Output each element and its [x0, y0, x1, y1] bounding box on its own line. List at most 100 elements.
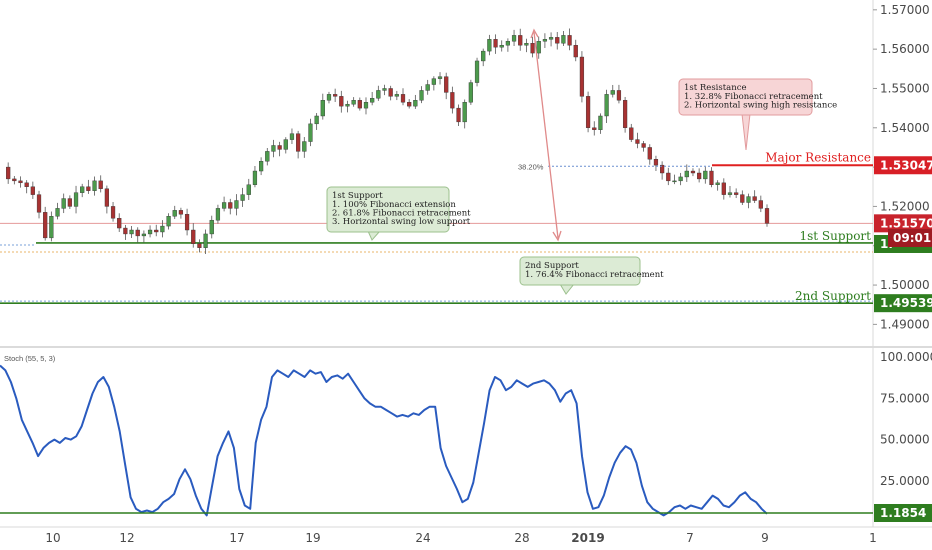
candle-body [450, 92, 455, 109]
price-candles [6, 28, 770, 255]
candle-body [629, 127, 634, 140]
major-resistance-tag: 1.53047 [880, 158, 932, 172]
major-resistance-tag-bg [874, 156, 932, 175]
projection-arrow-tail [530, 28, 539, 39]
candle-body [672, 180, 677, 183]
stoch-tick-label: 75.0000 [880, 391, 930, 405]
candle-body [425, 84, 430, 91]
candle-body [166, 216, 171, 227]
candle-body [493, 39, 498, 48]
candle-body [43, 212, 48, 239]
candle-body [746, 196, 751, 203]
candle-body [641, 143, 646, 148]
candle-body [592, 127, 597, 130]
candle-body [277, 145, 282, 150]
time-tick-label: 2019 [571, 531, 604, 545]
candle-body [265, 151, 270, 162]
candle-body [703, 170, 708, 180]
candle-body [172, 210, 177, 217]
note-heading: 1st Support [332, 191, 383, 201]
candle-body [271, 145, 276, 152]
note-box [519, 256, 641, 286]
candle-body [505, 41, 510, 46]
candle-body [388, 88, 393, 97]
candle-body [622, 100, 628, 128]
projection-arrow-head [552, 230, 562, 242]
candle-body [660, 164, 665, 174]
candle-body [370, 98, 375, 103]
candle-body [715, 182, 720, 185]
candle-body [49, 216, 54, 239]
candle-body [487, 39, 492, 52]
candle-body [413, 100, 418, 107]
candle-body [666, 172, 671, 182]
candle-body [129, 229, 134, 235]
candle-body [302, 141, 307, 152]
candle-body [215, 208, 221, 221]
candle-body [468, 82, 473, 103]
candle-body [727, 192, 733, 195]
candle-body [610, 90, 615, 95]
note-heading: 1st Resistance [684, 83, 747, 93]
candle-body [697, 172, 702, 180]
note-line: 2. 61.8% Fibonacci retracement [332, 209, 471, 219]
candle-body [18, 180, 23, 184]
drawings: 38.20% [518, 28, 712, 242]
candle-body [141, 233, 147, 237]
candle-body [296, 133, 301, 152]
note-line: 2. Horizontal swing high resistance [684, 101, 837, 111]
candle-body [30, 186, 35, 195]
note-line: 1. 100% Fibonacci extension [332, 200, 456, 210]
second-support-tag: 1.49539 [880, 296, 932, 310]
major-resistance-label: Major Resistance [765, 150, 871, 164]
candle-body [154, 229, 159, 233]
candle-body [499, 45, 504, 48]
candle-body [536, 41, 541, 54]
candle-body [147, 229, 153, 235]
candle-body [326, 94, 332, 101]
candle-body [734, 192, 739, 195]
candle-body [567, 35, 572, 46]
candle-body [653, 159, 659, 166]
candle-body [678, 176, 683, 182]
candle-body [635, 139, 640, 144]
candle-body [573, 45, 578, 58]
candle-body [228, 202, 233, 209]
level-lines: Major Resistance 1st Support 2nd Support [0, 150, 873, 304]
candle-body [289, 133, 295, 140]
candle-body [684, 170, 689, 178]
price-tick-label: 1.52000 [880, 199, 930, 213]
first-support-label: 1st Support [799, 229, 871, 243]
candle-body [524, 43, 529, 46]
candle-body [357, 100, 362, 109]
price-tick-label: 1.49000 [880, 317, 930, 331]
candle-body [474, 60, 480, 83]
candle-body [55, 208, 60, 217]
candle-body [764, 208, 770, 224]
candle-body [394, 94, 399, 97]
time-tick-label: 19 [305, 531, 320, 545]
stoch-title: Stoch (55, 5, 3) [4, 354, 56, 363]
note-line: 1. 32.8% Fibonacci retracement [684, 92, 823, 102]
candle-body [400, 94, 406, 103]
stoch-line [0, 364, 768, 517]
candle-body [598, 115, 603, 130]
stoch-level-tag-bg [874, 504, 932, 522]
grid [0, 0, 932, 528]
candle-body [67, 198, 72, 207]
candle-body [407, 102, 412, 107]
candle-body [191, 229, 196, 244]
candle-body [240, 194, 245, 201]
time-tick-label: 9 [761, 531, 769, 545]
stoch-tick-label: 100.0000 [880, 350, 932, 364]
candle-body [110, 206, 116, 219]
candle-body [462, 102, 467, 123]
price-tick-label: 1.55000 [880, 81, 930, 95]
stoch-tick-label: 25.0000 [880, 474, 930, 488]
candle-body [431, 78, 436, 85]
candle-body [320, 100, 325, 117]
candle-body [518, 35, 523, 46]
current-price-tag: 1.51570 [880, 216, 932, 230]
